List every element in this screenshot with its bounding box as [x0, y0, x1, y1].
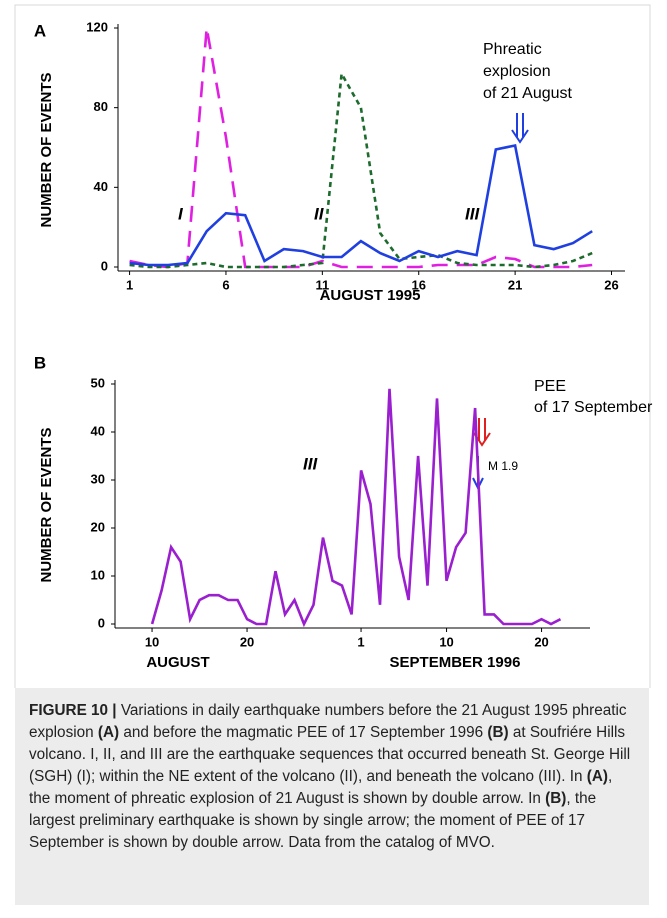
y-tick-label: 30: [91, 471, 105, 486]
x-tick-label: 1: [126, 277, 133, 292]
caption-part: at Soufriére Hills volcano. I, II, and I…: [29, 724, 631, 785]
x-tick-label: 20: [240, 634, 254, 649]
y-tick-label: 20: [91, 519, 105, 534]
annotation: Phreatic: [483, 41, 542, 58]
x-tick-label: 1: [357, 634, 364, 649]
caption-part: Variations in daily earthquake numbers b…: [29, 702, 627, 741]
annotation: I: [178, 204, 184, 223]
y-tick-label: 40: [91, 423, 105, 438]
figure-frame: [14, 4, 651, 688]
x-axis-title: AUGUST 1995: [320, 287, 421, 304]
annotation: III: [465, 204, 480, 223]
x-tick-label: 20: [534, 634, 548, 649]
x-tick-label: 10: [439, 634, 453, 649]
caption-part: (B): [545, 790, 567, 807]
y-axis-title: NUMBER OF EVENTS: [38, 72, 55, 227]
caption-part: , the largest preliminary earthquake is …: [29, 790, 597, 851]
data-line: [129, 69, 593, 269]
caption: FIGURE 10 | Variations in daily earthqua…: [15, 688, 649, 905]
x-tick-label: 21: [508, 277, 522, 292]
x-tick-label: 16: [411, 277, 425, 292]
annotation: of 21 August: [483, 85, 573, 102]
y-tick-label: 120: [86, 19, 108, 34]
panel-label: B: [34, 353, 46, 372]
annotation: PEE: [534, 378, 566, 395]
x-tick-label: 6: [222, 277, 229, 292]
x-axis-title: AUGUST: [146, 654, 209, 671]
panel-label: A: [34, 21, 46, 40]
y-tick-label: 80: [94, 99, 108, 114]
annotation: II: [314, 204, 325, 223]
x-tick-label: 10: [145, 634, 159, 649]
annotation: III: [303, 454, 318, 473]
y-axis-title: NUMBER OF EVENTS: [38, 427, 55, 582]
caption-part: , the moment of phreatic explosion of 21…: [29, 768, 613, 807]
caption-part: and before the magmatic PEE of 17 Septem…: [119, 724, 488, 741]
annotation: explosion: [483, 63, 551, 80]
caption-part: (A): [97, 724, 120, 741]
y-tick-label: 0: [101, 258, 108, 273]
data-line: [129, 143, 593, 267]
y-tick-label: 50: [91, 375, 105, 390]
x-tick-label: 11: [315, 277, 329, 292]
data-line: [150, 388, 562, 628]
annotation: of 17 September: [534, 399, 653, 416]
double-arrow: [511, 113, 529, 144]
y-tick-label: 10: [91, 567, 105, 582]
caption-part: (B): [487, 724, 509, 741]
data-line: [129, 27, 593, 269]
caption-part: FIGURE 10 |: [29, 702, 117, 719]
annotation: M 1.9: [488, 459, 518, 473]
y-tick-label: 0: [98, 615, 105, 630]
x-tick-label: 26: [604, 277, 618, 292]
caption-part: (A): [586, 768, 609, 785]
x-axis-title: SEPTEMBER 1996: [390, 654, 521, 671]
y-tick-label: 40: [94, 179, 108, 194]
